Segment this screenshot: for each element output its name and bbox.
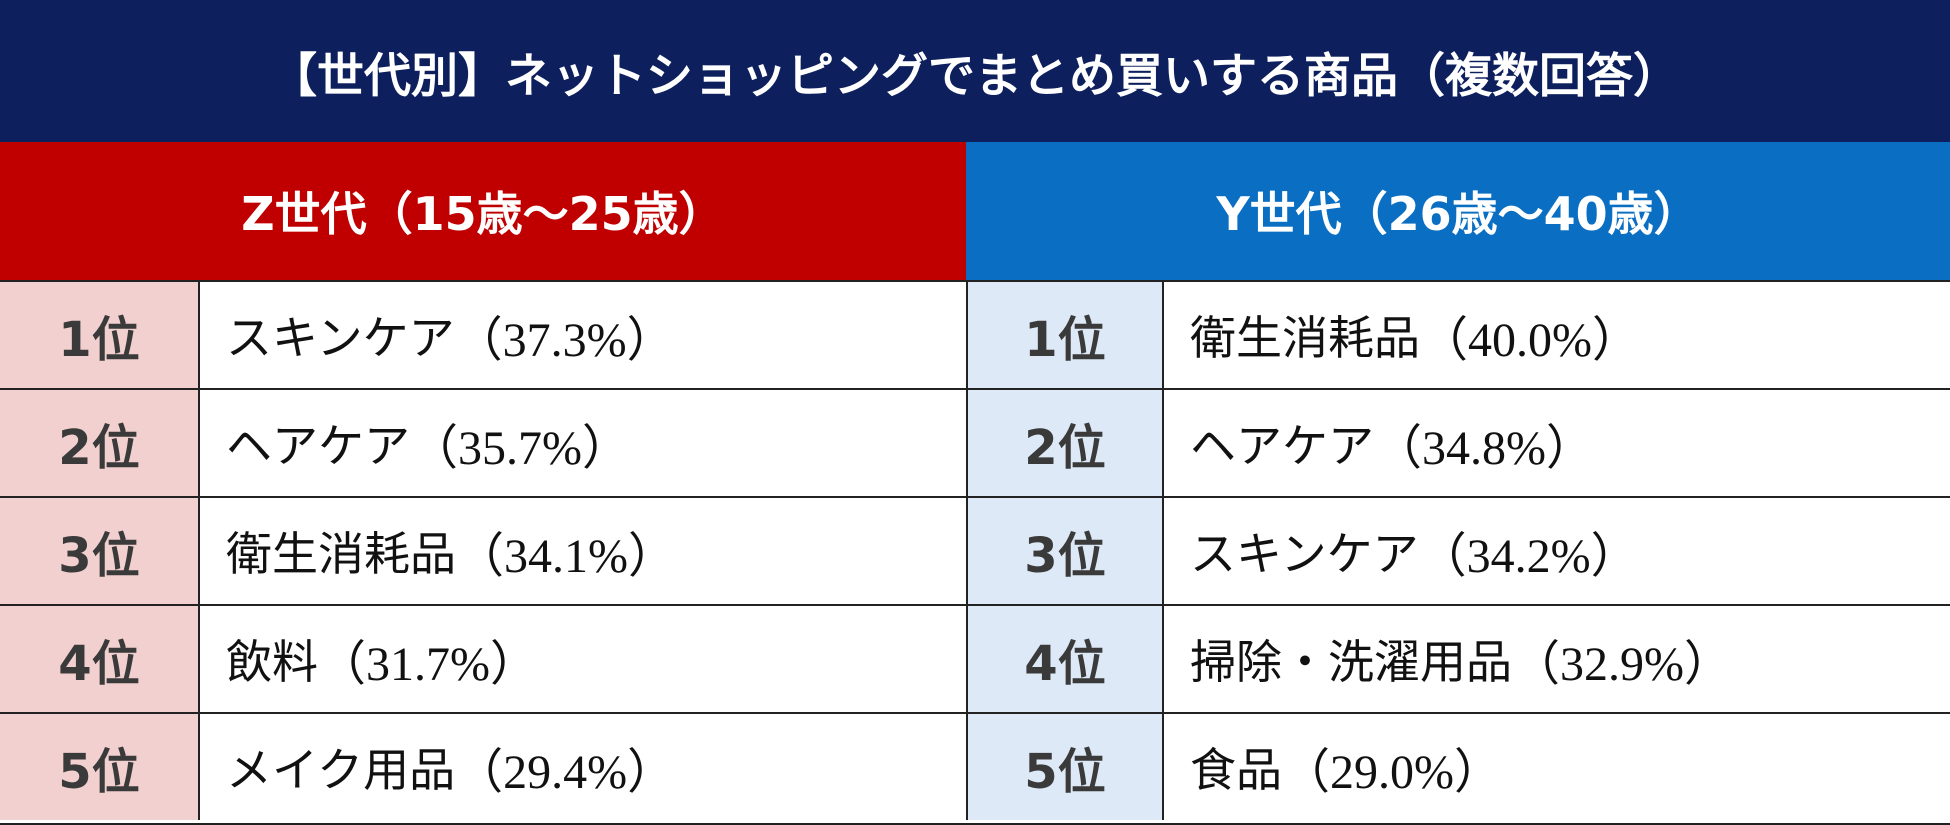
item-percent: （40.0%） bbox=[1420, 314, 1640, 367]
item-percent: （34.2%） bbox=[1418, 530, 1639, 583]
item-cell-z: 飲料 （31.7%） bbox=[200, 606, 966, 712]
item-name: ヘアケア bbox=[1190, 419, 1374, 473]
table-body: 1位 スキンケア （37.3%） 1位 衛生消耗品 （40.0%） 2位 ヘアケア（… bbox=[0, 280, 1950, 825]
rank-cell-z: 4位 bbox=[0, 606, 200, 712]
rank-cell-y: 4位 bbox=[966, 606, 1164, 712]
table-title: 【世代別】ネットショッピングでまとめ買いする商品（複数回答） bbox=[0, 0, 1950, 142]
table-row: 3位 衛生消耗品 （34.1%） 3位 スキンケア （34.2%） bbox=[0, 496, 1950, 604]
item-cell-y: ヘアケア （34.8%） bbox=[1164, 390, 1950, 496]
item-percent: （31.7%） bbox=[318, 638, 538, 691]
item-name: ヘアケア bbox=[226, 419, 410, 473]
rank-cell-y: 1位 bbox=[966, 282, 1164, 388]
table-row: 5位 メイク用品 （29.4%） 5位 食品 （29.0%） bbox=[0, 712, 1950, 820]
item-cell-y: 衛生消耗品 （40.0%） bbox=[1164, 282, 1950, 388]
item-name: 衛生消耗品 bbox=[1190, 311, 1420, 365]
table-row: 4位 飲料 （31.7%） 4位 掃除・洗濯用品 （32.9%） bbox=[0, 604, 1950, 712]
rank-cell-z: 1位 bbox=[0, 282, 200, 388]
table-row: 1位 スキンケア （37.3%） 1位 衛生消耗品 （40.0%） bbox=[0, 280, 1950, 388]
item-name: メイク用品 bbox=[226, 743, 456, 797]
item-cell-y: 掃除・洗濯用品 （32.9%） bbox=[1164, 606, 1950, 712]
item-percent: （37.3%） bbox=[454, 314, 675, 367]
header-gen-y: Y世代（26歳～40歳） bbox=[966, 142, 1950, 280]
item-name: 衛生消耗品 bbox=[226, 527, 456, 581]
item-percent: （29.4%） bbox=[455, 746, 676, 799]
table-bottom-border bbox=[0, 823, 1950, 825]
item-name: 飲料 bbox=[226, 635, 318, 689]
item-name: スキンケア bbox=[1190, 527, 1419, 581]
item-percent: （32.9%） bbox=[1512, 638, 1732, 691]
item-cell-z: スキンケア （37.3%） bbox=[200, 282, 966, 388]
item-percent: （35.7%） bbox=[410, 422, 630, 475]
rank-cell-y: 5位 bbox=[966, 714, 1164, 820]
rank-cell-z: 2位 bbox=[0, 390, 200, 496]
item-cell-y: 食品 （29.0%） bbox=[1164, 714, 1950, 820]
rank-cell-z: 5位 bbox=[0, 714, 200, 820]
item-percent: （34.8%） bbox=[1374, 422, 1594, 475]
item-name: 食品 bbox=[1190, 743, 1282, 797]
item-percent: （29.0%） bbox=[1282, 746, 1502, 799]
item-cell-z: 衛生消耗品 （34.1%） bbox=[200, 498, 966, 604]
rank-cell-z: 3位 bbox=[0, 498, 200, 604]
item-name: スキンケア bbox=[226, 311, 455, 365]
item-percent: （34.1%） bbox=[456, 530, 676, 583]
rank-cell-y: 2位 bbox=[966, 390, 1164, 496]
item-cell-y: スキンケア （34.2%） bbox=[1164, 498, 1950, 604]
item-cell-z: メイク用品 （29.4%） bbox=[200, 714, 966, 820]
header-gen-z: Z世代（15歳～25歳） bbox=[0, 142, 966, 280]
item-cell-z: ヘアケア （35.7%） bbox=[200, 390, 966, 496]
rank-cell-y: 3位 bbox=[966, 498, 1164, 604]
table-row: 2位 ヘアケア （35.7%） 2位 ヘアケア （34.8%） bbox=[0, 388, 1950, 496]
item-name: 掃除・洗濯用品 bbox=[1190, 635, 1512, 689]
